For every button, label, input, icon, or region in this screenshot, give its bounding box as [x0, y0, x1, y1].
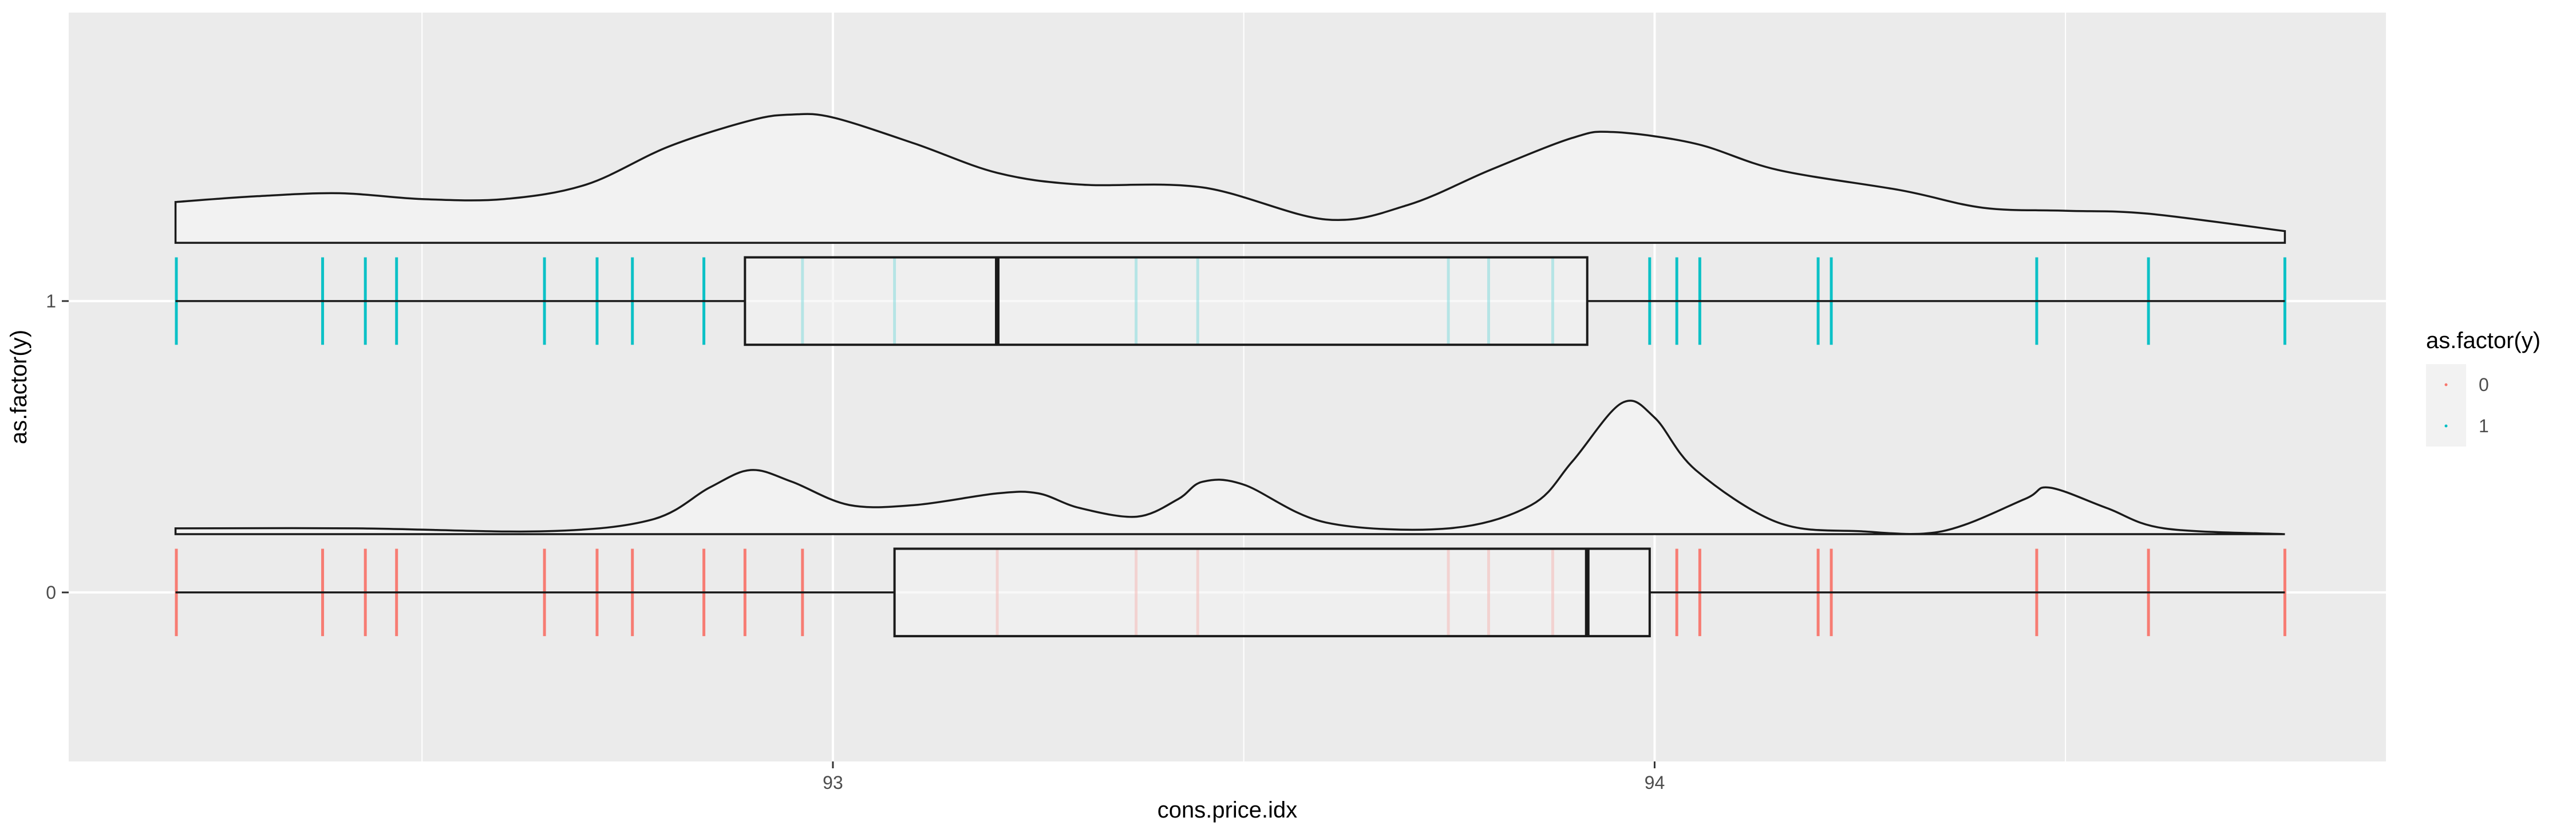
box-1: [744, 256, 1589, 346]
y-axis-title: as.factor(y): [6, 330, 31, 444]
legend-label-1: 1: [2479, 416, 2489, 436]
box-0: [893, 547, 1651, 638]
legend-swatch-1: [2444, 424, 2448, 428]
legend-label-0: 0: [2479, 374, 2489, 395]
y-axis: 01: [46, 291, 69, 603]
x-tick-label: 94: [1645, 772, 1665, 793]
y-tick-label: 1: [46, 291, 56, 311]
x-tick-label: 93: [823, 772, 843, 793]
plot-panel: [69, 13, 2386, 761]
legend-title: as.factor(y): [2426, 328, 2541, 353]
y-tick-label: 0: [46, 582, 56, 603]
legend-swatch-0: [2444, 383, 2448, 386]
legend: as.factor(y) 0 1: [2426, 328, 2541, 447]
boxplot-layer: [175, 256, 2285, 638]
x-axis-title: cons.price.idx: [1157, 798, 1298, 823]
density-curve-0: [174, 400, 2285, 535]
x-axis: 93 94: [823, 761, 1665, 793]
density-curve-1: [174, 113, 2286, 244]
density-layer: [174, 113, 2286, 535]
